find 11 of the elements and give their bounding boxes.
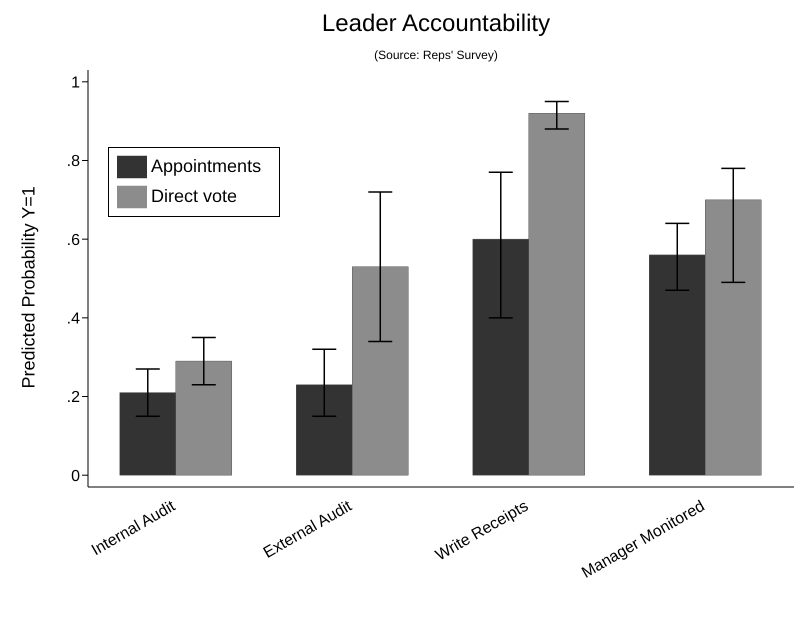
y-tick-label: .6 (66, 232, 80, 249)
y-axis-title: Predicted Probability Y=1 (18, 186, 38, 388)
legend-label: Appointments (151, 156, 262, 176)
y-tick-label: .4 (66, 310, 80, 328)
legend-label: Direct vote (151, 186, 238, 206)
chart-title: Leader Accountability (320, 10, 552, 38)
chart-subtitle: (Source: Reps' Survey) (373, 48, 499, 62)
y-tick-label: .8 (66, 153, 80, 170)
y-tick-label: 0 (71, 468, 80, 485)
y-tick-label: 1 (71, 74, 80, 92)
y-tick-label: .2 (66, 389, 80, 406)
